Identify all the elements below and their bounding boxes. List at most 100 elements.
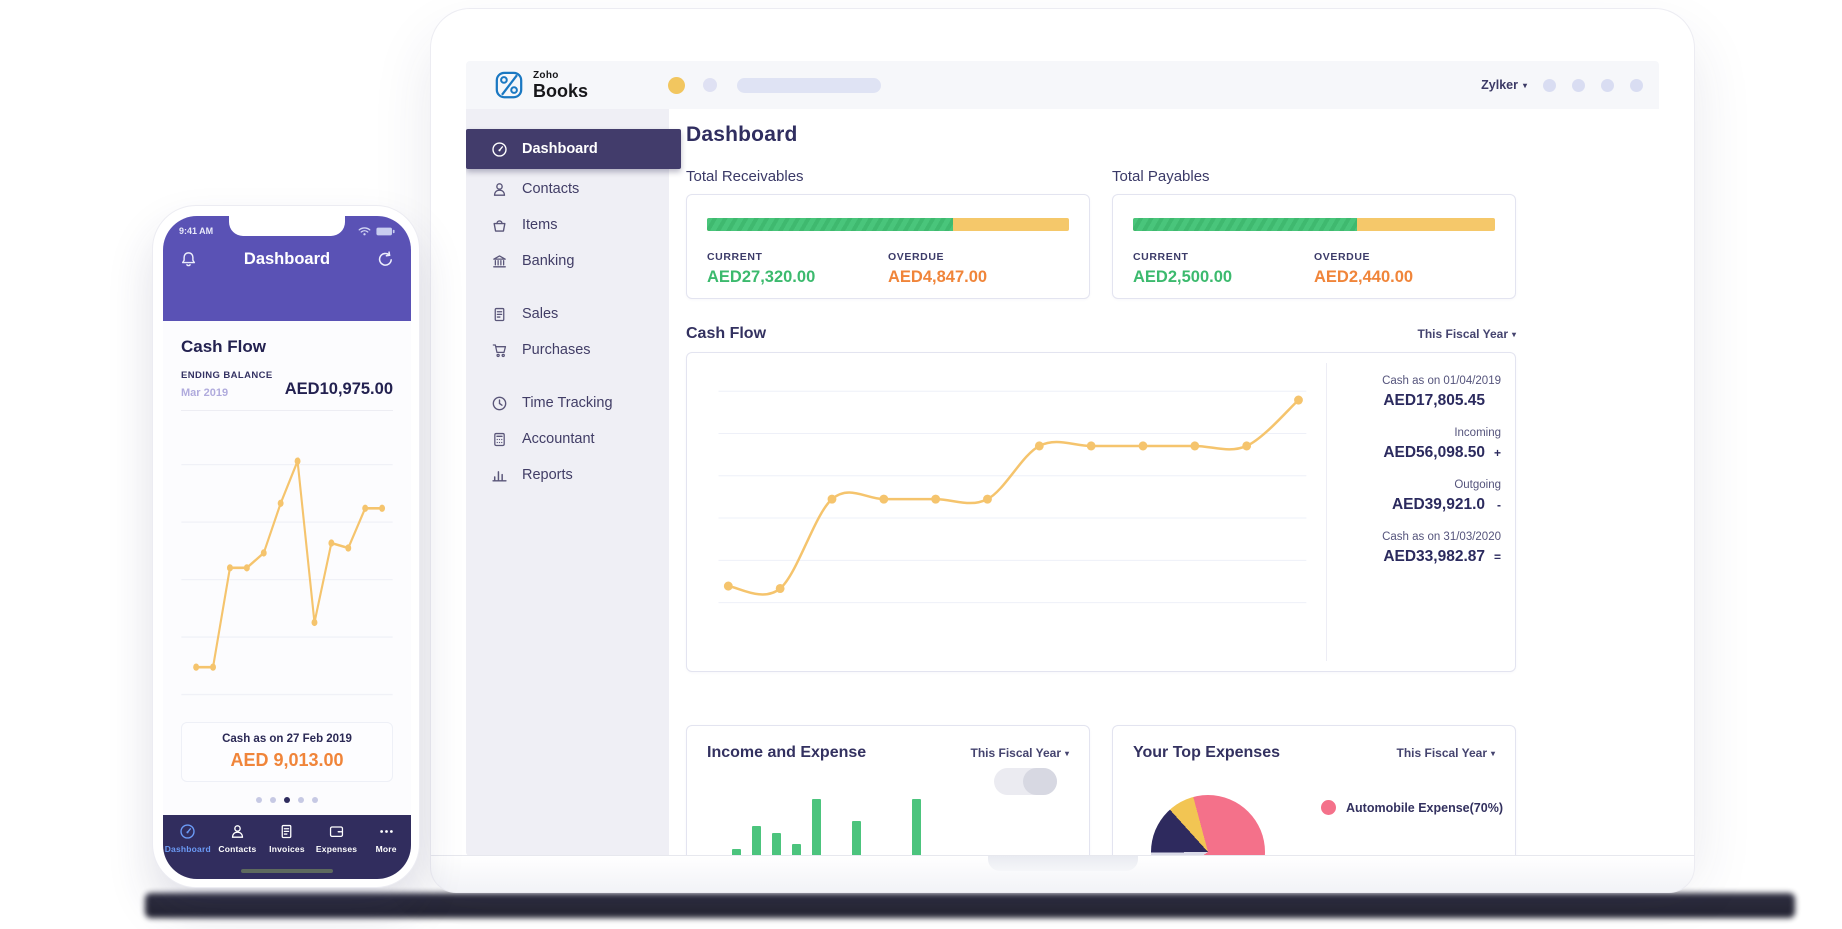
page-title: Dashboard bbox=[686, 123, 798, 146]
floor-shadow bbox=[145, 893, 1795, 918]
sidebar-item-contacts[interactable]: Contacts bbox=[466, 171, 669, 207]
phone-cashflow-title: Cash Flow bbox=[181, 337, 267, 356]
payables-progress-fill bbox=[1133, 218, 1358, 231]
pagination-dot-active[interactable] bbox=[284, 797, 290, 803]
cashflow-line-chart[interactable] bbox=[687, 353, 1326, 671]
main-panel: Dashboard Total Receivables bbox=[669, 109, 1659, 856]
sidebar-item-banking[interactable]: Banking bbox=[466, 243, 669, 279]
time-tracking-icon bbox=[491, 395, 508, 412]
sidebar-item-time-tracking[interactable]: Time Tracking bbox=[466, 385, 669, 421]
zoho-books-logo-icon bbox=[495, 71, 523, 99]
ending-balance-period: Mar 2019 bbox=[181, 387, 229, 399]
payables-current-label: CURRENT bbox=[1133, 251, 1189, 263]
sidebar-item-sales[interactable]: Sales bbox=[466, 296, 669, 332]
receivables-overdue-label: OVERDUE bbox=[888, 251, 945, 263]
refresh-icon[interactable] bbox=[376, 250, 395, 269]
laptop-open-notch bbox=[987, 856, 1138, 871]
invoices-icon bbox=[278, 823, 295, 840]
chevron-down-icon: ▾ bbox=[1490, 748, 1495, 758]
sidebar-item-label: Banking bbox=[522, 253, 575, 269]
payables-current-amount: AED2,500.00 bbox=[1133, 268, 1233, 286]
cash-as-on-value: AED 9,013.00 bbox=[230, 750, 344, 770]
pagination-dot[interactable] bbox=[298, 797, 304, 803]
dashboard-icon bbox=[179, 823, 196, 840]
pagination-dot[interactable] bbox=[270, 797, 276, 803]
phone-nav-expenses[interactable]: Expenses bbox=[312, 823, 362, 854]
carousel-pagination[interactable] bbox=[181, 797, 393, 803]
divider bbox=[181, 410, 393, 411]
logo-text-zoho: Zoho bbox=[533, 69, 559, 81]
cash-as-on-card[interactable]: Cash as on 27 Feb 2019 AED 9,013.00 bbox=[181, 722, 393, 782]
phone-nav-invoices[interactable]: Invoices bbox=[262, 823, 312, 854]
toggle-knob bbox=[1023, 768, 1057, 795]
receivables-current-amount: AED27,320.00 bbox=[707, 268, 816, 286]
sidebar-item-label: Items bbox=[522, 217, 558, 233]
bell-icon[interactable] bbox=[179, 250, 198, 269]
payables-overdue-label: OVERDUE bbox=[1314, 251, 1371, 263]
payables-overdue-amount: AED2,440.00 bbox=[1314, 268, 1414, 286]
payables-card[interactable]: CURRENT AED2,500.00 OVERDUE AED2,440.00 bbox=[1112, 194, 1516, 299]
pagination-dot[interactable] bbox=[312, 797, 318, 803]
pagination-dot[interactable] bbox=[256, 797, 262, 803]
chart-view-toggle[interactable] bbox=[994, 768, 1057, 795]
stat-value: AED17,805.45 bbox=[1383, 392, 1485, 409]
topbar-icon-placeholder[interactable] bbox=[1543, 78, 1556, 92]
receivables-progress-bar bbox=[707, 218, 1069, 231]
stat-operator: + bbox=[1493, 446, 1501, 460]
top-expenses-pie-chart[interactable] bbox=[1151, 795, 1265, 856]
receivables-card[interactable]: CURRENT AED27,320.00 OVERDUE AED4,847.00 bbox=[686, 194, 1090, 299]
phone-mockup: 9:41 AM bbox=[152, 205, 420, 888]
topbar-icon-placeholder[interactable] bbox=[1572, 78, 1585, 92]
phone-bottom-nav: Dashboard Contacts Invoices Expenses More bbox=[163, 815, 411, 879]
cashflow-card: Cash as on 01/04/2019 AED17,805.45 Incom… bbox=[686, 352, 1516, 672]
accountant-icon bbox=[491, 431, 508, 448]
payables-progress-bar bbox=[1133, 218, 1495, 231]
phone-screen: 9:41 AM bbox=[163, 216, 411, 879]
phone-cashflow-line-chart[interactable] bbox=[175, 415, 399, 722]
stat-value: AED56,098.50 bbox=[1383, 444, 1485, 461]
ending-balance-value: AED10,975.00 bbox=[284, 380, 393, 398]
phone-nav-more[interactable]: More bbox=[361, 823, 411, 854]
cashflow-header: Cash Flow This Fiscal Year ▾ bbox=[686, 325, 1516, 343]
sidebar-item-label: Time Tracking bbox=[522, 395, 613, 411]
sidebar-item-dashboard[interactable]: Dashboard bbox=[466, 129, 681, 169]
phone-nav-contacts[interactable]: Contacts bbox=[213, 823, 263, 854]
sidebar-item-items[interactable]: Items bbox=[466, 207, 669, 243]
org-switcher[interactable]: Zylker ▾ bbox=[1481, 78, 1527, 92]
bar bbox=[772, 833, 781, 856]
app-body: Dashboard Contacts Items Banking Sales Purcha… bbox=[466, 109, 1659, 856]
chrome-dot bbox=[703, 78, 718, 92]
bar bbox=[752, 826, 761, 856]
sidebar-item-accountant[interactable]: Accountant bbox=[466, 421, 669, 457]
laptop-mockup: Zoho Books Zylker ▾ bbox=[430, 8, 1695, 893]
cashflow-stat: Outgoing AED39,921.0 - bbox=[1335, 479, 1501, 514]
sidebar-item-reports[interactable]: Reports bbox=[466, 457, 669, 493]
phone-nav-dashboard[interactable]: Dashboard bbox=[163, 823, 213, 854]
sidebar-item-purchases[interactable]: Purchases bbox=[466, 332, 669, 368]
phone-notch bbox=[229, 216, 345, 236]
top-expenses-fiscal-year-dropdown[interactable]: This Fiscal Year ▾ bbox=[1396, 746, 1495, 760]
stat-label: Outgoing bbox=[1454, 479, 1501, 491]
phone-nav-label: Dashboard bbox=[164, 844, 211, 854]
stat-operator: = bbox=[1493, 550, 1501, 564]
topbar-icon-placeholder[interactable] bbox=[1630, 78, 1643, 92]
contacts-icon bbox=[229, 823, 246, 840]
income-expense-bar-chart[interactable] bbox=[732, 799, 921, 856]
notification-dot[interactable] bbox=[668, 76, 686, 94]
sidebar-item-label: Contacts bbox=[522, 181, 580, 197]
sidebar-item-label: Accountant bbox=[522, 431, 595, 447]
payables-title: Total Payables bbox=[1112, 168, 1210, 185]
home-indicator[interactable] bbox=[241, 869, 333, 873]
search-bar-placeholder[interactable] bbox=[737, 77, 882, 93]
purchases-icon bbox=[491, 342, 508, 359]
battery-icon bbox=[376, 227, 395, 235]
phone-page-title: Dashboard bbox=[243, 250, 331, 268]
cashflow-stats-panel: Cash as on 01/04/2019 AED17,805.45 Incom… bbox=[1327, 353, 1515, 671]
phone-header: 9:41 AM bbox=[163, 216, 411, 321]
income-expense-fiscal-year-dropdown[interactable]: This Fiscal Year ▾ bbox=[970, 746, 1069, 760]
cash-as-on-label: Cash as on 27 Feb 2019 bbox=[222, 733, 352, 745]
zoho-books-logo[interactable]: Zoho Books bbox=[494, 70, 588, 100]
topbar-icon-placeholder[interactable] bbox=[1601, 78, 1614, 92]
cashflow-fiscal-year-dropdown[interactable]: This Fiscal Year ▾ bbox=[1417, 327, 1516, 341]
top-expenses-card: Your Top Expenses This Fiscal Year ▾ bbox=[1112, 725, 1516, 856]
